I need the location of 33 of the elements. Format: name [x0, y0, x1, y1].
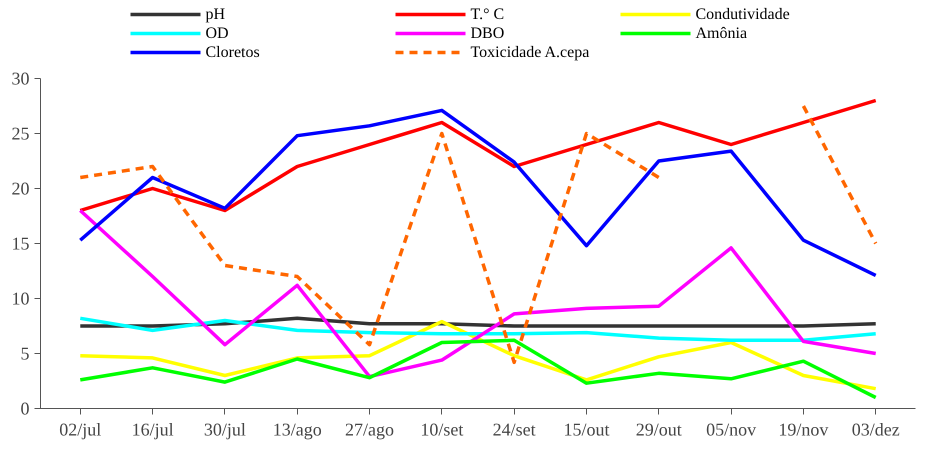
x-tick-label: 05/nov [706, 420, 756, 440]
x-tick-label: 13/ago [272, 420, 322, 440]
x-tick-label: 29/out [636, 420, 682, 440]
x-tick-label: 03/dez [852, 420, 900, 440]
line-series [78, 98, 878, 212]
x-tick-label: 30/jul [204, 420, 246, 440]
line-series [78, 208, 878, 378]
line-series [78, 108, 878, 278]
y-tick-label: 0 [20, 398, 30, 418]
y-tick-label: 5 [20, 344, 30, 364]
y-tick-label: 20 [12, 178, 30, 198]
legend-label: T.° C [470, 6, 504, 23]
legend-label: pH [206, 6, 226, 23]
y-tick-label: 25 [12, 124, 30, 144]
x-tick-label: 27/ago [345, 420, 394, 440]
x-tick-label: 24/set [492, 420, 536, 440]
line-series [78, 338, 878, 400]
y-tick-label: 10 [12, 288, 30, 308]
x-tick-label: 19/nov [778, 420, 828, 440]
y-tick-label: 15 [12, 234, 30, 254]
line-series [78, 320, 878, 390]
legend-label: Condutividade [696, 6, 790, 23]
x-tick-label: 10/set [420, 420, 464, 440]
legend-label: Toxicidade A.cepa [470, 44, 590, 61]
legend-label: Cloretos [206, 44, 260, 61]
line-series [78, 316, 878, 342]
legend-label: Amônia [696, 25, 748, 42]
y-tick-label: 30 [12, 68, 30, 88]
legend-label: OD [206, 25, 229, 42]
legend-label: DBO [470, 25, 504, 42]
x-tick-label: 02/jul [59, 420, 102, 440]
x-tick-label: 15/out [563, 420, 610, 440]
x-tick-label: 16/jul [132, 420, 174, 440]
